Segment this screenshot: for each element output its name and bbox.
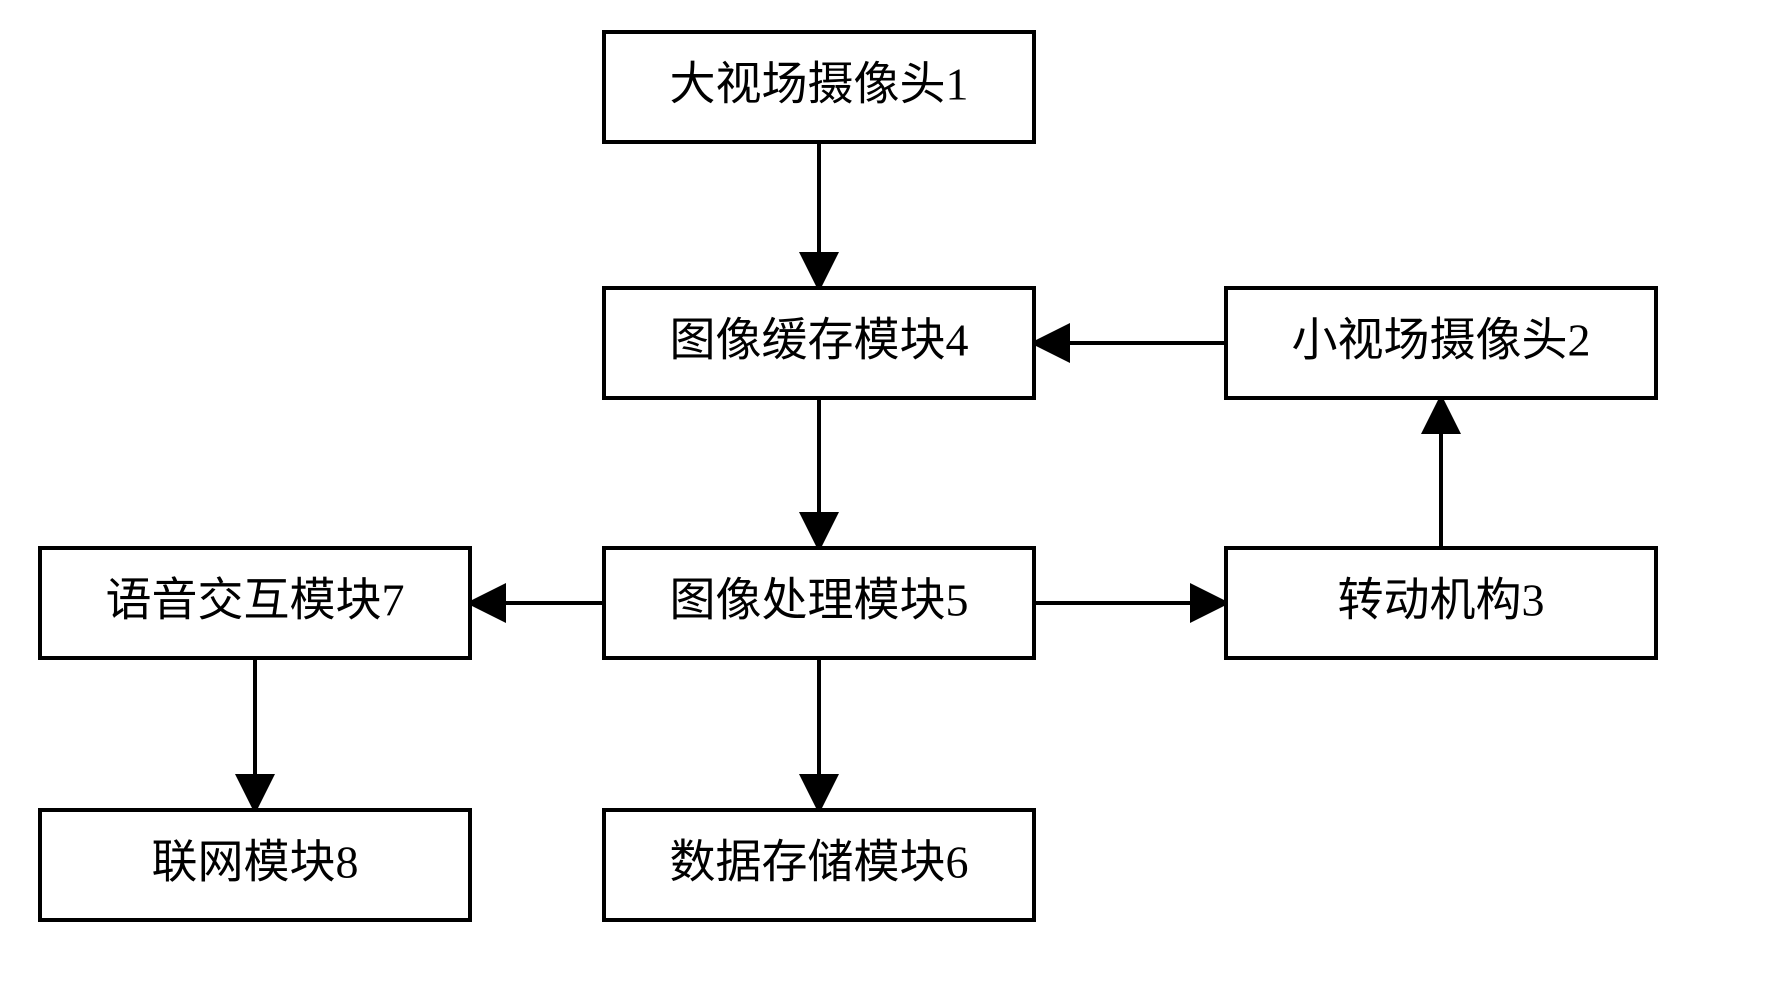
node-n5: 图像处理模块5	[604, 548, 1034, 658]
flowchart-canvas: 大视场摄像头1 图像缓存模块4 小视场摄像头2 语音交互模块7 图像处理模块5 转动机构3…	[0, 0, 1772, 987]
node-n2: 小视场摄像头2	[1226, 288, 1656, 398]
node-n8: 联网模块8	[40, 810, 470, 920]
edges-group	[255, 142, 1441, 810]
node-n5-label: 图像处理模块5	[670, 575, 969, 626]
node-n2-label: 小视场摄像头2	[1292, 315, 1591, 366]
node-n1-label: 大视场摄像头1	[670, 59, 969, 110]
node-n7-label: 语音交互模块7	[106, 575, 405, 626]
node-n8-label: 联网模块8	[152, 837, 359, 888]
node-n3-label: 转动机构3	[1338, 575, 1545, 626]
node-n1: 大视场摄像头1	[604, 32, 1034, 142]
node-n3: 转动机构3	[1226, 548, 1656, 658]
node-n6-label: 数据存储模块6	[670, 837, 969, 888]
node-n6: 数据存储模块6	[604, 810, 1034, 920]
node-n4-label: 图像缓存模块4	[670, 315, 969, 366]
node-n4: 图像缓存模块4	[604, 288, 1034, 398]
nodes-group: 大视场摄像头1 图像缓存模块4 小视场摄像头2 语音交互模块7 图像处理模块5 转动机构3…	[40, 32, 1656, 920]
node-n7: 语音交互模块7	[40, 548, 470, 658]
